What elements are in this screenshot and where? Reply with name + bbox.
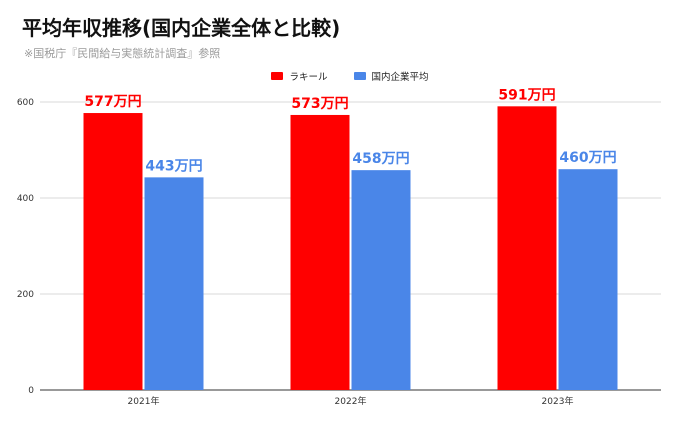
- x-tick-label: 2022年: [335, 395, 367, 407]
- data-label: 460万円: [559, 150, 616, 166]
- bar: [351, 170, 411, 390]
- y-tick-label: 600: [17, 98, 34, 108]
- data-label: 443万円: [145, 158, 202, 174]
- legend-item-series-2: 国内企業平均: [353, 69, 429, 83]
- chart-legend: ラキール 国内企業平均: [0, 69, 700, 83]
- bar: [290, 114, 350, 391]
- legend-swatch-series-1: [271, 72, 284, 80]
- legend-label-series-1: ラキール: [289, 72, 328, 83]
- legend-item-series-1: ラキール: [271, 69, 328, 83]
- y-tick-label: 0: [28, 386, 34, 396]
- chart-subtitle: ※国税庁『民間給与実態統計調査』参照: [24, 47, 221, 60]
- x-tick-label: 2021年: [128, 395, 160, 407]
- data-label: 591万円: [498, 87, 555, 103]
- data-label: 577万円: [84, 94, 141, 110]
- data-label: 573万円: [291, 96, 348, 112]
- y-tick-label: 200: [17, 290, 34, 300]
- chart-title: 平均年収推移(国内企業全体と比較): [22, 16, 341, 40]
- y-tick-label: 400: [17, 194, 34, 204]
- bar: [83, 113, 143, 390]
- x-tick-label: 2023年: [542, 395, 574, 407]
- bar: [144, 177, 204, 390]
- bar: [497, 106, 557, 390]
- bar: [558, 169, 618, 390]
- legend-swatch-series-2: [353, 72, 366, 80]
- data-label: 458万円: [352, 151, 409, 167]
- legend-label-series-2: 国内企業平均: [371, 72, 429, 83]
